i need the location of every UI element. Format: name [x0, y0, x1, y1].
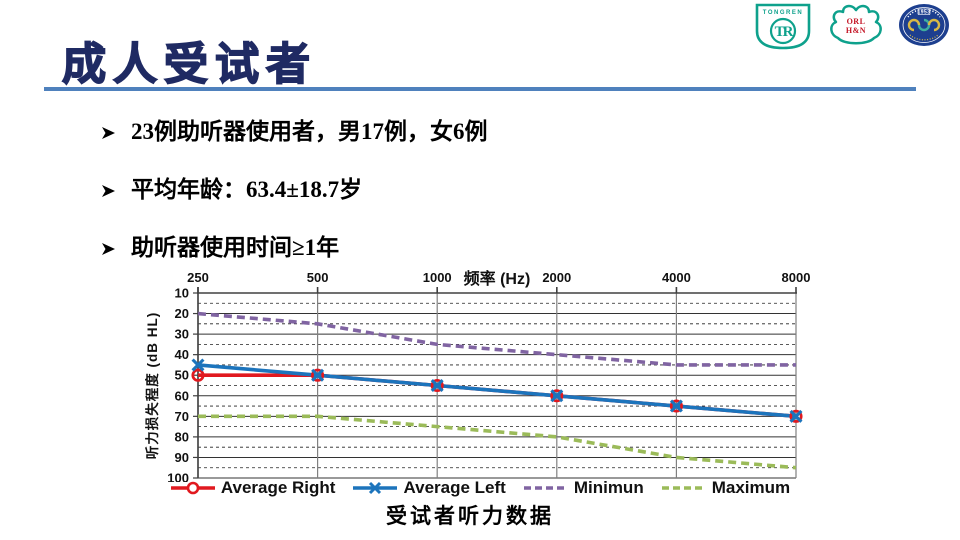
- bullet-text: 23例助听器使用者，男17例，女6例: [131, 119, 488, 144]
- tongren-badge-text: TONGREN: [763, 10, 803, 16]
- orl-han-text-line1: ORL: [847, 17, 866, 26]
- audiogram-chart: 250 500 1000 2000 4000 8000 频率 (Hz) 10 20 30 40 50 6…: [145, 262, 815, 502]
- bullet-text: 助听器使用时间≥1年: [131, 235, 340, 260]
- legend-swatch-icon: [353, 481, 398, 495]
- svg-text:500: 500: [307, 270, 329, 285]
- bullet-item: 平均年龄：63.4±18.7岁: [102, 176, 822, 204]
- arrow-bullet-icon: [102, 127, 115, 139]
- legend-label: Maximum: [711, 478, 791, 497]
- svg-text:40: 40: [175, 347, 189, 362]
- legend-item-maximum: Maximum: [661, 478, 790, 498]
- svg-text:50: 50: [175, 368, 189, 383]
- logo-strip: TONGREN TR ORL H&N 1953: [752, 3, 950, 50]
- svg-text:60: 60: [175, 388, 189, 403]
- chart-plot-area: 250 500 1000 2000 4000 8000 频率 (Hz) 10 20 30 40 50 6…: [145, 269, 811, 483]
- svg-text:4000: 4000: [662, 270, 691, 285]
- bullet-list: 23例助听器使用者，男17例，女6例 平均年龄：63.4±18.7岁 助听器使用…: [102, 118, 822, 292]
- arrow-bullet-icon: [102, 185, 115, 197]
- legend-label: Average Left: [403, 478, 506, 497]
- orl-han-text-line2: H&N: [846, 26, 866, 35]
- legend-swatch-icon: [523, 486, 568, 490]
- svg-text:30: 30: [175, 327, 189, 342]
- bullet-item: 助听器使用时间≥1年: [102, 234, 822, 262]
- svg-text:频率 (Hz): 频率 (Hz): [464, 269, 531, 288]
- legend-label: Average Right: [220, 478, 336, 497]
- tongren-monogram: TR: [775, 24, 794, 40]
- svg-text:8000: 8000: [782, 270, 811, 285]
- svg-text:1000: 1000: [423, 270, 452, 285]
- title-underline: [44, 87, 916, 91]
- legend-item-average-right: Average Right: [170, 478, 336, 498]
- seal-year-text: 1953: [917, 9, 930, 15]
- hospital-seal-icon: 1953: [899, 4, 949, 46]
- svg-text:80: 80: [175, 429, 189, 444]
- svg-text:70: 70: [175, 409, 189, 424]
- svg-text:2000: 2000: [542, 270, 571, 285]
- svg-text:10: 10: [175, 286, 189, 301]
- legend-swatch-icon: [170, 481, 215, 495]
- legend-item-minimun: Minimun: [523, 478, 644, 498]
- svg-text:90: 90: [175, 450, 189, 465]
- legend-swatch-icon: [661, 486, 706, 490]
- page-title: 成人受试者: [61, 38, 317, 91]
- legend-item-average-left: Average Left: [352, 478, 506, 498]
- bullet-item: 23例助听器使用者，男17例，女6例: [102, 118, 822, 146]
- svg-text:20: 20: [175, 306, 189, 321]
- orl-han-cloud-icon: ORL H&N: [830, 4, 882, 45]
- svg-text:250: 250: [187, 270, 209, 285]
- svg-text:100: 100: [167, 471, 189, 483]
- bullet-text: 平均年龄：63.4±18.7岁: [131, 177, 363, 202]
- chart-caption: 受试者听力数据: [386, 505, 554, 528]
- tongren-badge-icon: TONGREN TR: [755, 3, 811, 50]
- legend-label: Minimun: [573, 478, 644, 497]
- arrow-bullet-icon: [102, 243, 115, 255]
- svg-text:听力损失程度 (dB HL): 听力损失程度 (dB HL): [145, 312, 160, 459]
- chart-legend: Average Right Average Left Minimun Maximum: [145, 476, 815, 500]
